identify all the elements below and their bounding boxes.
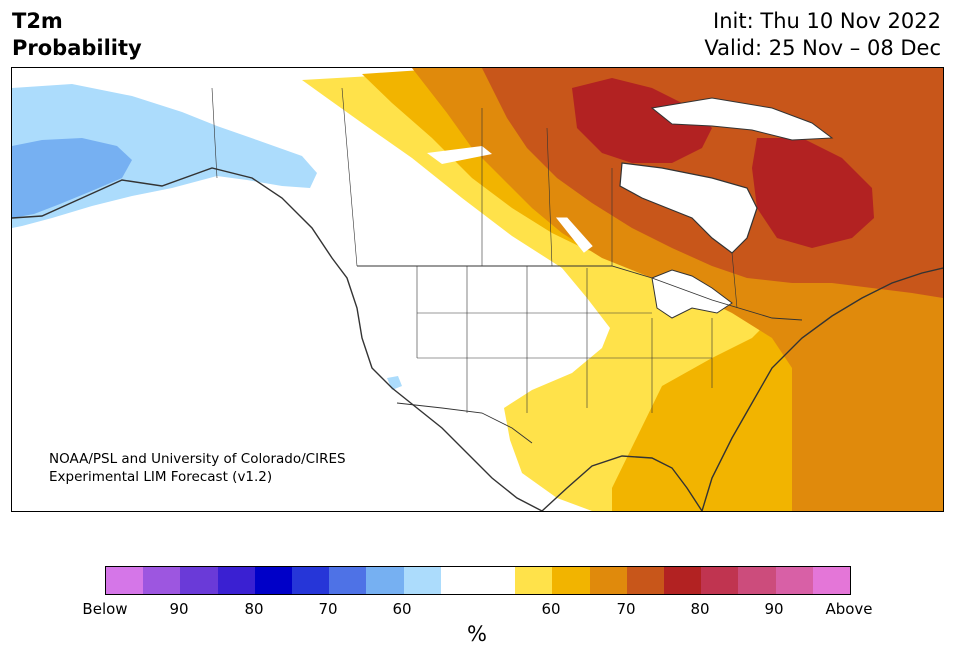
valid-dates: Valid: 25 Nov – 08 Dec (704, 36, 941, 60)
credit-line-1: NOAA/PSL and University of Colorado/CIRE… (49, 451, 346, 467)
shade-light-blue-baja (387, 376, 402, 390)
arctic-islands (650, 97, 834, 141)
shade-mid-blue-alaska (12, 138, 132, 218)
title-variable: T2m (12, 9, 63, 33)
colorbar-tick: 60 (392, 600, 412, 618)
colorbar-tick: Below (82, 600, 128, 618)
colorbar-segment (664, 567, 702, 594)
colorbar-segment (626, 567, 665, 594)
colorbar-unit: % (467, 622, 487, 646)
colorbar-segment (552, 567, 590, 594)
colorbar (105, 566, 851, 595)
colorbar-tick: 80 (244, 600, 264, 618)
map-title: T2m Probability (12, 8, 142, 62)
colorbar-segment (589, 567, 627, 594)
shade-red-hudson-west (572, 78, 712, 163)
great-lakes (651, 269, 733, 319)
credit-line-2: Experimental LIM Forecast (v1.2) (49, 469, 273, 485)
colorbar-tick: 70 (616, 600, 636, 618)
colorbar-segment (217, 567, 255, 594)
colorbar-segment (403, 567, 441, 594)
us-mexico-border (396, 402, 533, 444)
init-date: Init: Thu 10 Nov 2022 (713, 9, 941, 33)
coastline-gulf (541, 455, 703, 511)
coastline-east (701, 267, 943, 511)
colorbar-segment (254, 567, 293, 594)
colorbar-segment (292, 567, 330, 594)
title-type: Probability (12, 36, 142, 60)
colorbar-segment (180, 567, 218, 594)
colorbar-segment (440, 567, 479, 594)
coastline-west (12, 167, 543, 511)
lake-winnipeg (555, 217, 593, 253)
canada-us-border (357, 265, 803, 321)
colorbar-segment (701, 567, 739, 594)
great-slave-lake (427, 146, 492, 164)
colorbar-tick: 90 (169, 600, 189, 618)
forecast-map (11, 67, 944, 512)
shade-red-quebec (752, 138, 874, 248)
colorbar-segment (143, 567, 181, 594)
colorbar-segment (812, 567, 851, 594)
map-canvas (12, 68, 943, 511)
colorbar-segment (515, 567, 553, 594)
canada-province-lines (211, 87, 738, 309)
credit-text: NOAA/PSL and University of Colorado/CIRE… (49, 450, 346, 486)
forecast-dates: Init: Thu 10 Nov 2022 Valid: 25 Nov – 08… (704, 8, 941, 62)
colorbar-tick: 70 (318, 600, 338, 618)
colorbar-tick: 60 (541, 600, 561, 618)
colorbar-segment (775, 567, 813, 594)
colorbar-tick: Above (825, 600, 873, 618)
colorbar-segment (738, 567, 776, 594)
colorbar-segment (478, 567, 516, 594)
colorbar-segment (329, 567, 367, 594)
colorbar-tick: 90 (764, 600, 784, 618)
colorbar-tick: 80 (690, 600, 710, 618)
colorbar-segment (366, 567, 404, 594)
us-state-lines (416, 266, 713, 413)
colorbar-segment (106, 567, 144, 594)
